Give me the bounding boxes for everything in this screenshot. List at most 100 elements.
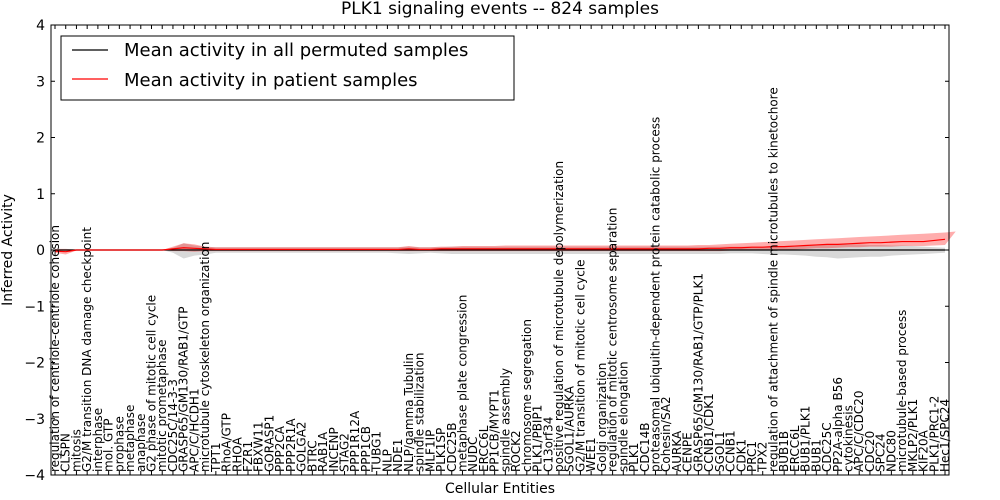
confidence-bands — [55, 231, 956, 259]
plot-frame — [50, 24, 950, 476]
x-tick-label: APC/C/HCDH1 — [187, 388, 201, 472]
x-tick-label: positive regulation of microtubule depol… — [552, 161, 566, 472]
x-tick-label: INCENP — [327, 427, 341, 472]
legend-label-patient: Mean activity in patient samples — [124, 70, 418, 91]
x-tick-label: anaphase — [134, 413, 148, 472]
x-tick-label: PPP1CB — [359, 426, 373, 472]
x-tick-label: microtubule cytoskeleton organization — [198, 242, 212, 472]
x-tick-label: interphase — [91, 408, 105, 472]
y-tick-label: 3 — [36, 74, 45, 90]
x-tick-label: C13orf34 — [541, 417, 555, 472]
y-axis-label: Inferred Activity — [0, 194, 16, 306]
legend: Mean activity in all permuted samples Me… — [60, 35, 515, 101]
x-tick-label: CDK1 — [734, 439, 748, 472]
y-axis-ticks: −4 −3 −2 −1 0 1 2 3 4 — [24, 18, 949, 484]
x-tick-label: PLK1/PRC1-2 — [927, 396, 941, 472]
x-tick-label: G2/M transition DNA damage checkpoint — [80, 227, 94, 472]
x-tick-label: NLP/gamma Tubulin — [402, 353, 416, 472]
x-tick-label: Golgi organization — [595, 363, 609, 472]
x-tick-label: FBXW11 — [252, 422, 266, 473]
chart-title: PLK1 signaling events -- 824 samples — [341, 0, 659, 19]
x-tick-label: KIF20A — [917, 429, 931, 472]
x-tick-label: PPP2CA — [273, 425, 287, 472]
x-tick-label: Cohesin/SA2 — [659, 396, 673, 472]
y-tick-label: 2 — [36, 131, 45, 147]
x-tick-label: microtubule-based process — [895, 310, 909, 472]
x-tick-label: CCNB1/CDK1 — [702, 393, 716, 472]
x-tick-label: SGOL1 — [713, 431, 727, 472]
x-tick-label: spindle elongation — [616, 361, 630, 472]
y-tick-label: −4 — [24, 468, 45, 484]
x-tick-label: AURKA — [670, 430, 684, 472]
x-tick-label: TPX2 — [756, 442, 770, 473]
x-tick-label: GOLGA2 — [295, 421, 309, 472]
x-tick-label: RhoA/GTP — [220, 413, 234, 472]
x-tick-label: CDC25C/14-3-3 — [166, 379, 180, 472]
x-axis-label: Cellular Entities — [445, 481, 555, 497]
x-tick-label: MKLP2/PLK1 — [906, 399, 920, 472]
x-tick-label: mitosis — [69, 429, 83, 472]
x-tick-label: CDC14B — [638, 423, 652, 473]
x-tick-label: NDC80 — [884, 430, 898, 472]
x-tick-label: CCNB1 — [724, 430, 738, 472]
x-tick-label: G2/M transition of mitotic cell cycle — [573, 259, 587, 472]
x-tick-label: APC/C/CDC20 — [852, 390, 866, 472]
x-tick-label: metaphase plate congression — [455, 295, 469, 472]
x-tick-label: G2 phase of mitotic cell cycle — [145, 295, 159, 472]
series-lines — [54, 238, 946, 253]
x-tick-label: metaphase — [123, 405, 137, 472]
x-tick-label: ROCK2 — [509, 430, 523, 472]
x-tick-label: proteasomal ubiquitin-dependent protein … — [648, 117, 662, 472]
x-tick-label: mol. GTP — [102, 419, 116, 472]
x-tick-label: BUB1/PLK1 — [799, 406, 813, 472]
x-tick-label: regulation of attachment of spindle micr… — [766, 87, 780, 472]
x-tick-label: NUDC — [466, 437, 480, 472]
x-tick-label: CDC25C — [820, 422, 834, 472]
y-tick-label: −3 — [24, 412, 45, 428]
x-tick-label: RHOA — [230, 436, 244, 472]
x-tick-label: BUB1B — [777, 431, 791, 472]
x-tick-label: BUB1 — [809, 439, 823, 472]
x-tick-label: PPP2R1A — [284, 418, 298, 472]
band-patient — [55, 231, 956, 255]
x-tick-label: NDE1 — [391, 439, 405, 472]
x-tick-label: SGOL1/AURKA — [563, 385, 577, 472]
x-tick-label: GORASP1 — [262, 415, 276, 472]
x-tick-label: PLK1/PBIP1 — [531, 405, 545, 472]
x-tick-label: CENPE — [681, 432, 695, 472]
x-tick-label: ERCC6L — [788, 425, 802, 472]
band-permuted — [55, 243, 945, 259]
legend-label-permuted: Mean activity in all permuted samples — [124, 40, 468, 61]
x-tick-label: PLK1SP — [434, 428, 448, 472]
x-tick-label: NLP — [380, 449, 394, 472]
y-tick-label: 1 — [36, 187, 45, 203]
x-tick-label: cytokinesis — [841, 405, 855, 472]
x-tick-label: Hec1/SPC24 — [938, 399, 952, 472]
x-tick-label: STAG2 — [338, 433, 352, 472]
x-tick-label: TUBG1 — [370, 431, 384, 473]
x-tick-label: spindle stabilization — [413, 352, 427, 472]
line-patient — [54, 238, 946, 253]
x-tick-label: RAB1A — [316, 431, 330, 472]
x-tick-label: chromosome segregation — [520, 319, 534, 472]
x-tick-label: mitotic prometaphase — [155, 340, 169, 473]
x-tick-label: CDC25B — [445, 423, 459, 473]
x-tick-label: FZR1 — [241, 441, 255, 472]
x-tick-label: MLF1IP — [423, 430, 437, 472]
x-tick-label: GRASP65/GM130/RAB1/GTP/PLK1 — [691, 273, 705, 472]
y-tick-label: −2 — [24, 356, 45, 372]
x-tick-label: ERCC6L — [477, 425, 491, 472]
legend-box — [60, 35, 515, 101]
y-tick-label: −1 — [24, 299, 45, 315]
x-tick-label: PRC1 — [745, 441, 759, 472]
x-tick-label: regulation of mitotic centrosome separat… — [606, 208, 620, 472]
x-tick-label: PLK1 — [627, 443, 641, 472]
x-tick-label: CLSPN — [59, 433, 73, 472]
x-tick-label: PPP1R12A — [348, 410, 362, 472]
x-tick-label: SPC24 — [874, 433, 888, 472]
x-tick-label: BTRC — [305, 440, 319, 472]
x-tick-label: PP2A-alpha B56 — [831, 377, 845, 472]
x-tick-label: WEE1 — [584, 437, 598, 472]
y-tick-label: 4 — [36, 18, 45, 34]
